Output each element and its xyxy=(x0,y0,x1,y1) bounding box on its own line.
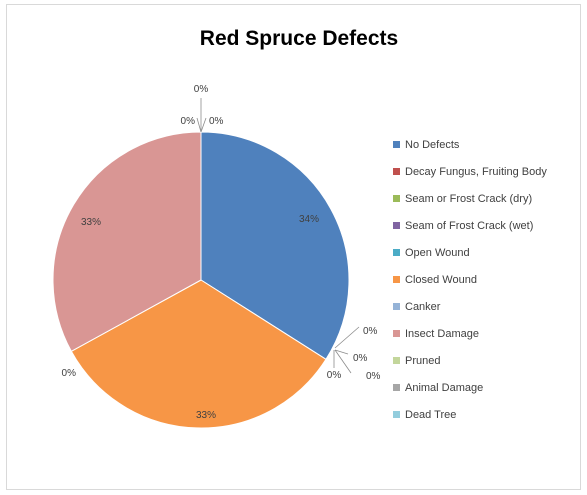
data-label-insect-damage: 33% xyxy=(81,217,101,228)
legend-item-closed-wound: Closed Wound xyxy=(393,274,477,286)
chart-frame: Red Spruce Defects 34% 0% 0% 0% 0% 33% 0% 33% 0%… xyxy=(6,4,581,490)
legend-swatch xyxy=(393,195,400,202)
data-labels: 34% 0% 0% 0% 0% 33% 0% 33% 0% 0% 0% xyxy=(62,84,381,421)
legend-swatch xyxy=(393,222,400,229)
legend-item-open-wound: Open Wound xyxy=(393,247,470,259)
data-label-no-defects: 34% xyxy=(299,214,319,225)
legend-item-no-defects: No Defects xyxy=(393,139,460,151)
leader-line-dead-tree xyxy=(334,349,352,374)
legend-label: Decay Fungus, Fruiting Body xyxy=(405,166,547,178)
legend-swatch xyxy=(393,168,400,175)
data-label-dead-tree: 0% xyxy=(366,371,381,382)
legend-label: Seam or Frost Crack (dry) xyxy=(405,193,532,205)
legend-label: Closed Wound xyxy=(405,274,477,286)
data-label-seam-of-frost-crack-wet: 0% xyxy=(209,116,224,127)
legend-item-insect-damage: Insect Damage xyxy=(393,328,479,340)
legend-label: Animal Damage xyxy=(405,382,483,394)
leader-line-canker xyxy=(334,349,349,355)
legend-label: No Defects xyxy=(405,139,460,151)
pie-slice-no-defects xyxy=(200,131,350,360)
legend-label: Insect Damage xyxy=(405,328,479,340)
leader-line-open-wound xyxy=(334,326,360,349)
data-label-seam-or-frost-crack-dry: 0% xyxy=(181,116,196,127)
legend: No Defects Decay Fungus, Fruiting Body Sea… xyxy=(393,139,547,421)
legend-swatch xyxy=(393,249,400,256)
legend-item-decay-fungus-fruiting-body: Decay Fungus, Fruiting Body xyxy=(393,166,547,178)
legend-item-pruned: Pruned xyxy=(393,355,440,367)
data-label-pruned: 0% xyxy=(62,368,77,379)
data-label-open-wound: 0% xyxy=(363,326,378,337)
data-label-canker: 0% xyxy=(353,353,368,364)
legend-label: Seam of Frost Crack (wet) xyxy=(405,220,533,232)
legend-label: Canker xyxy=(405,301,441,313)
chart-title: Red Spruce Defects xyxy=(200,27,398,50)
data-label-closed-wound: 33% xyxy=(196,410,216,421)
legend-item-dead-tree: Dead Tree xyxy=(393,409,456,421)
legend-item-canker: Canker xyxy=(393,301,441,313)
legend-label: Open Wound xyxy=(405,247,470,259)
leader-lines xyxy=(196,98,360,374)
legend-item-seam-or-frost-crack-dry: Seam or Frost Crack (dry) xyxy=(393,193,532,205)
legend-swatch xyxy=(393,276,400,283)
leader-line-seam-of-frost-crack-wet xyxy=(200,117,207,133)
legend-swatch xyxy=(393,411,400,418)
leader-line-seam-or-frost-crack-dry xyxy=(196,117,202,133)
pie-slice-insect-damage xyxy=(52,131,202,352)
legend-label: Dead Tree xyxy=(405,409,456,421)
legend-item-seam-of-frost-crack-wet: Seam of Frost Crack (wet) xyxy=(393,220,533,232)
pie-slice-closed-wound xyxy=(70,279,327,429)
pie-slices xyxy=(52,131,350,429)
legend-item-animal-damage: Animal Damage xyxy=(393,382,483,394)
legend-swatch xyxy=(393,141,400,148)
pie-chart: Red Spruce Defects 34% 0% 0% 0% 0% 33% 0% 33% 0%… xyxy=(52,27,547,429)
data-label-animal-damage: 0% xyxy=(327,370,342,381)
legend-swatch xyxy=(393,357,400,364)
legend-swatch xyxy=(393,330,400,337)
data-label-decay-fungus-fruiting-body: 0% xyxy=(194,84,209,95)
legend-label: Pruned xyxy=(405,355,440,367)
legend-swatch xyxy=(393,384,400,391)
legend-swatch xyxy=(393,303,400,310)
